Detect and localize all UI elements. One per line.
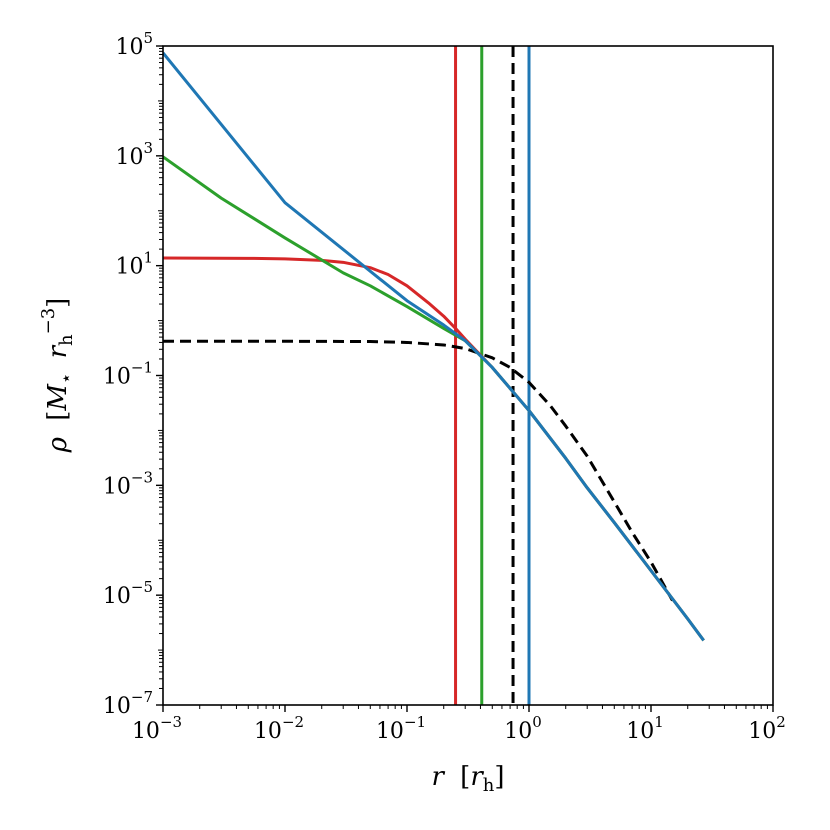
vertical-marker-lines [454, 46, 531, 705]
series-line-2 [163, 155, 705, 642]
series-line-1 [163, 256, 705, 642]
y-tick-label: 10−7 [103, 688, 153, 719]
y-tick-label: 10−3 [103, 468, 153, 499]
series-line-0 [163, 339, 674, 602]
density-curves [163, 51, 705, 642]
plot-frame [162, 45, 774, 706]
x-tick-label: 10−1 [376, 713, 426, 744]
x-tick-label: 10−2 [254, 713, 304, 744]
series-line-3 [163, 51, 705, 642]
y-tick-label: 105 [115, 29, 153, 60]
x-axis-ticks: 10−3 10−2 10−1 100 101 102 [132, 705, 786, 744]
x-tick-label: 102 [748, 713, 786, 744]
y-tick-label: 101 [115, 249, 153, 280]
y-tick-label: 103 [115, 139, 153, 170]
y-tick-label: 10−5 [103, 578, 153, 609]
x-tick-label: 100 [504, 713, 542, 744]
x-axis-label: r [rh] [431, 762, 504, 796]
y-axis-ticks: 10−7 10−5 10−3 10−1 101 103 105 [103, 29, 163, 719]
y-axis-label: ρ [M⋆ rh−3] [38, 298, 79, 454]
x-tick-label: 10−3 [132, 713, 182, 744]
x-tick-label: 101 [626, 713, 664, 744]
y-tick-label: 10−1 [103, 359, 153, 390]
